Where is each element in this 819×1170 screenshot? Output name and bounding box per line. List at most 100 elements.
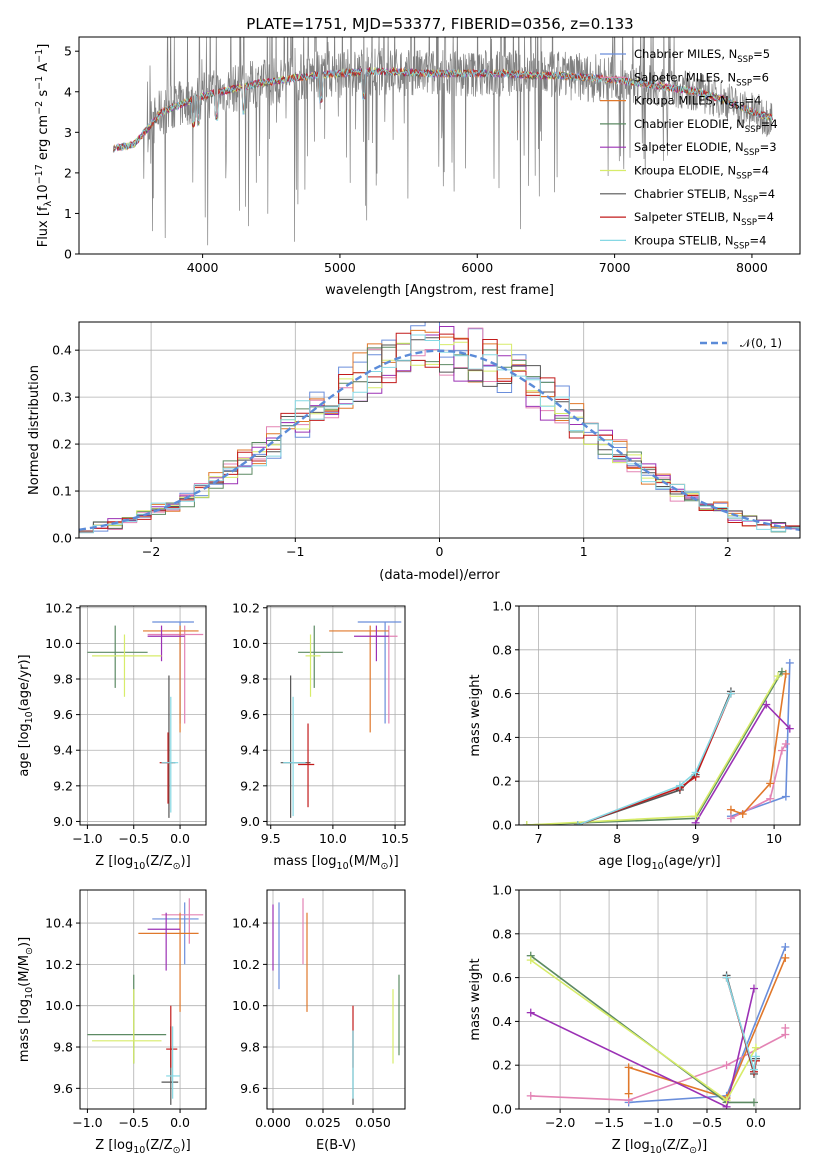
label-part: 10: [24, 711, 35, 723]
legend-subscript: SSP: [744, 148, 760, 158]
y-tick-label: 10.2: [232, 600, 260, 615]
y-tick-label: 9.8: [53, 1040, 73, 1055]
x-tick-label: 0.0: [170, 831, 190, 846]
y-tick-label: 1: [64, 206, 72, 221]
mass_weight_vs_age-y-axis-label: mass weight: [468, 674, 483, 756]
label-part: 10: [133, 861, 145, 872]
label-part: )]: [181, 1138, 191, 1153]
y-tick-label: 0.6: [492, 970, 512, 985]
normal-curve: [79, 349, 800, 531]
legend-text: Salpeter STELIB, N: [634, 210, 741, 224]
label-part: mass [log: [17, 999, 32, 1062]
y-tick-label: 0.2: [52, 437, 72, 452]
x-tick-label: −1.5: [594, 1115, 624, 1130]
mass_weight_vs_z-y-axis-label: mass weight: [468, 958, 483, 1040]
y-tick-label: 9.6: [240, 1081, 260, 1096]
label-part: (age/yr)]: [17, 654, 32, 711]
y-tick-label: 9.8: [240, 1040, 260, 1055]
y-tick-label: 9.2: [53, 778, 73, 793]
legend-subscript: SSP: [737, 55, 753, 65]
y-tick-label: 10.2: [232, 957, 260, 972]
label-part: 10: [337, 861, 349, 872]
label-part: ]: [36, 44, 51, 49]
label-part: )]: [389, 854, 399, 869]
x-tick-label: 0.0: [170, 1115, 190, 1130]
y-tick-label: 4: [64, 84, 72, 99]
y-tick-label: 2: [64, 165, 72, 180]
y-tick-label: 9.4: [53, 743, 73, 758]
plot-area: [280, 621, 402, 818]
mass_weight_vs_z-x-axis-label: Z [log10(Z/Z⊙)]: [612, 1138, 707, 1156]
weight-line-kroupa_miles: [730, 673, 787, 815]
label-part: Z [log: [95, 854, 133, 869]
plot-area: [87, 898, 204, 1105]
legend-subscript: SSP: [736, 172, 752, 182]
legend-label: Kroupa MILES, NSSP=4: [634, 94, 761, 112]
x-tick-label: −1: [286, 544, 304, 559]
label-part: −17: [34, 164, 45, 184]
legend-subscript: SSP: [734, 241, 750, 251]
legend-label: Chabrier STELIB, NSSP=4: [634, 187, 775, 205]
chart-spectrum: 4000 5000 6000 7000 8000 0 1 2 3 4 5 wavelength [An…: [34, 36, 801, 298]
label-part: mass [log: [273, 854, 336, 869]
axes-frame: [79, 605, 207, 826]
plot-area: [522, 658, 794, 825]
axes-frame: [78, 36, 801, 255]
y-tick-label: 10.2: [45, 600, 73, 615]
residuals-x-axis-label: (data-model)/error: [379, 568, 500, 583]
legend-subscript: SSP: [745, 125, 761, 135]
label-part: ⊙: [24, 947, 35, 955]
y-tick-label: 0.3: [52, 390, 72, 405]
y-tick-label: 0.4: [52, 343, 72, 358]
axes-frame: [266, 889, 406, 1110]
label-part: Flux [f: [36, 206, 51, 247]
axes-frame: [518, 605, 801, 826]
legend-subscript: SSP: [736, 78, 752, 88]
legend-text: =4: [757, 210, 774, 224]
legend-text: Salpeter ELODIE, N: [634, 140, 744, 154]
y-tick-label: 10.0: [45, 636, 73, 651]
x-tick-label: 10.0: [319, 831, 347, 846]
chart-mass_vs_z: −1.0 −0.5 0.09.69.810.010.210.4Z [log10(Z/…: [17, 889, 207, 1156]
legend-text: Chabrier ELODIE, N: [634, 117, 745, 131]
legend-text: Salpeter MILES, N: [634, 70, 736, 84]
x-tick-label: 0.050: [355, 1115, 391, 1130]
y-tick-label: 0: [64, 247, 72, 262]
label-part: Z [log: [95, 1138, 133, 1153]
y-tick-label: 0.4: [492, 1014, 512, 1029]
legend-text: Kroupa STELIB, N: [634, 233, 734, 247]
label-part: 10: [133, 1145, 145, 1156]
legend-text: Kroupa ELODIE, N: [634, 164, 736, 178]
weight-line-salpeter_miles: [730, 743, 787, 820]
label-part: age [log: [598, 854, 651, 869]
x-tick-label: −2: [142, 544, 160, 559]
label-part: s: [36, 90, 51, 101]
x-tick-label: 4000: [187, 260, 219, 275]
x-tick-label: 7: [535, 831, 543, 846]
x-tick-label: −0.5: [119, 831, 149, 846]
x-tick-label: −2.0: [545, 1115, 575, 1130]
age_vs_z-x-axis-label: Z [log10(Z/Z⊙)]: [95, 854, 190, 872]
chart-age_vs_mass: 9.5 10.0 10.5 9.0 9.2 9.4 9.6 9.8 10.0 10.2 mass […: [232, 600, 409, 872]
spectrum-y-axis-label: Flux [fλ10−17 erg cm−2 s−1 A−1]: [34, 44, 54, 248]
x-tick-label: 5000: [324, 260, 356, 275]
y-tick-label: 0.4: [492, 730, 512, 745]
label-part: ⊙: [173, 861, 181, 872]
y-tick-label: 0.8: [492, 926, 512, 941]
label-part: ⊙: [173, 1145, 181, 1156]
mass_vs_z-x-axis-label: Z [log10(Z/Z⊙)]: [95, 1138, 190, 1156]
label-part: (M/M: [349, 854, 381, 869]
label-part: (Z/Z: [662, 1138, 689, 1153]
x-tick-label: 1: [580, 544, 588, 559]
y-tick-label: 0.1: [52, 484, 72, 499]
legend-text: Kroupa MILES, N: [634, 94, 729, 108]
x-tick-label: 8: [613, 831, 621, 846]
y-tick-label: 0.0: [492, 818, 512, 833]
age_vs_z-y-axis-label: age [log10(age/yr)]: [17, 654, 35, 776]
y-tick-label: 10.0: [232, 636, 260, 651]
chart-mass_vs_ebv: 0.000 0.025 0.050 9.6 9.8 10.0 10.2 10.4 E(B-V): [232, 889, 406, 1153]
label-part: −1: [34, 76, 45, 90]
label-part: )]: [697, 1138, 707, 1153]
label-part: −1: [34, 49, 45, 63]
